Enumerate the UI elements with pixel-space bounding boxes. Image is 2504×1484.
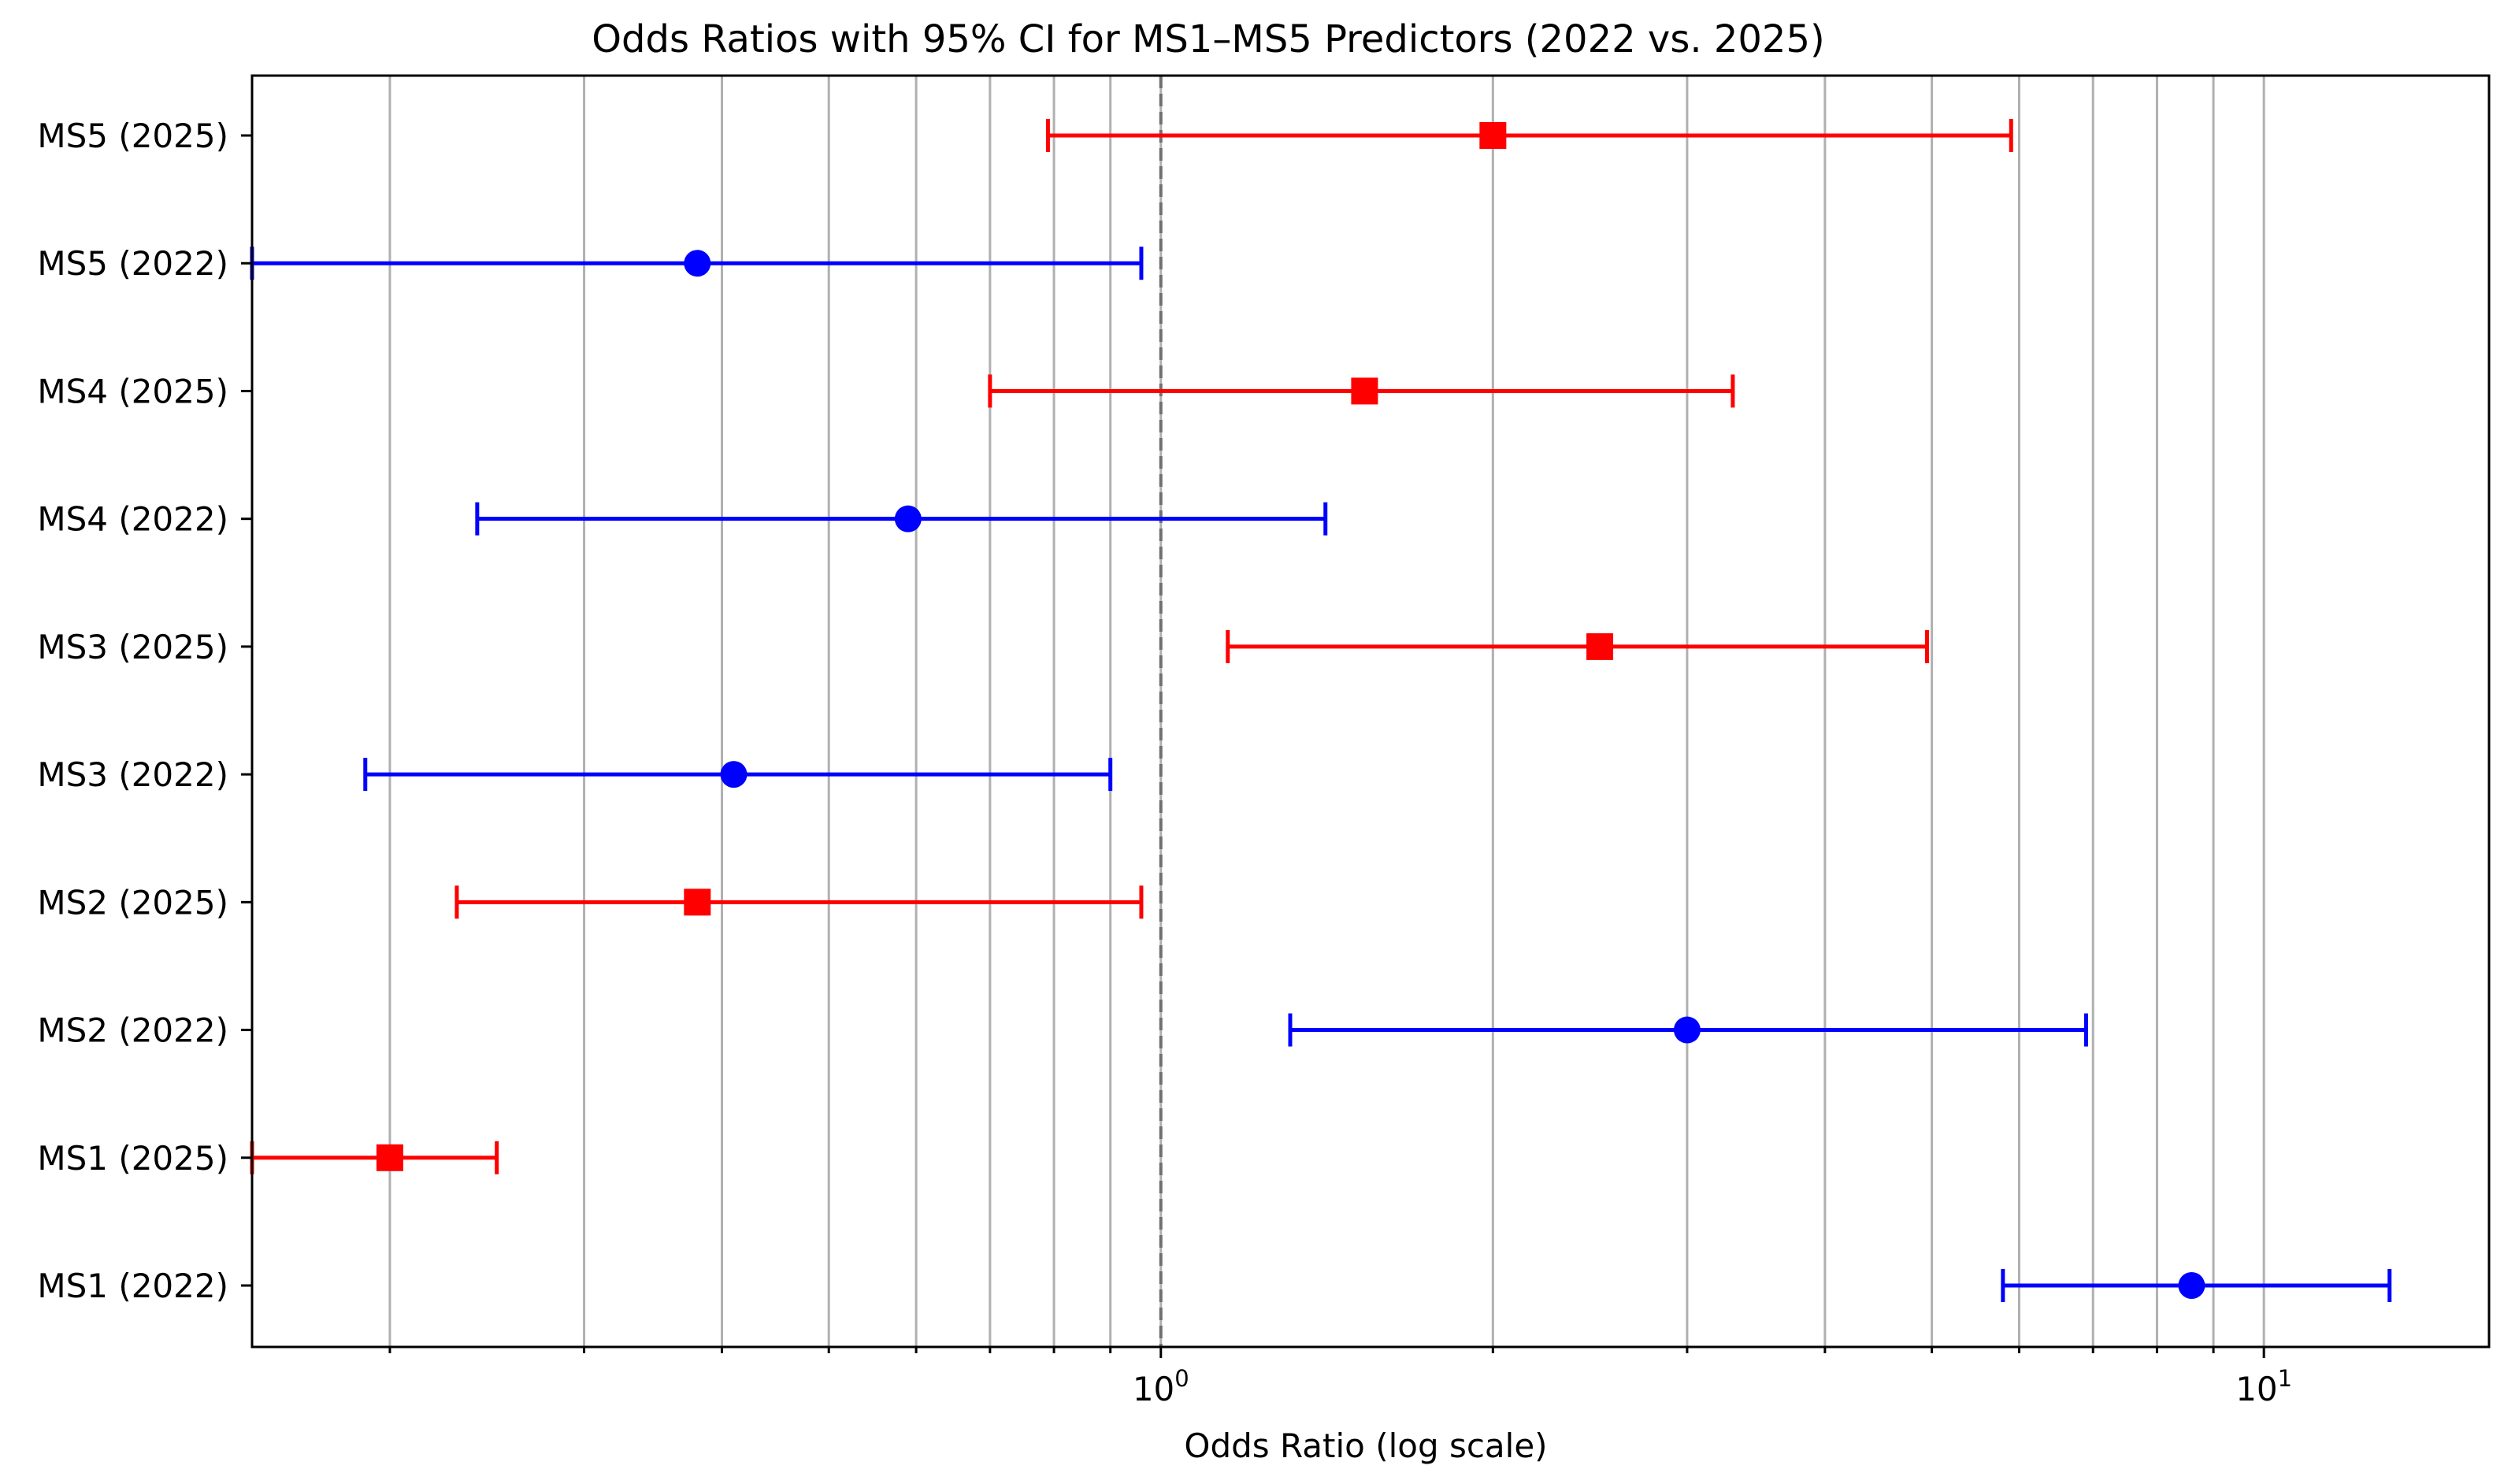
y-axis: MS1 (2022) MS1 (2025) MS2 (2022) MS2 (2025)… (37, 117, 252, 1305)
y-tick-label: MS4 (2025) (37, 372, 228, 410)
chart-title: Odds Ratios with 95% CI for MS1–MS5 Pred… (592, 17, 1824, 61)
point-marker-square (684, 889, 711, 916)
y-tick-label: MS2 (2025) (37, 883, 228, 922)
y-tick-label: MS5 (2022) (37, 244, 228, 283)
grid-lines (388, 76, 2265, 1347)
ci-row-ms4-2022- (475, 502, 1328, 536)
point-marker-circle (2178, 1272, 2205, 1299)
y-tick-label: MS4 (2022) (37, 500, 228, 539)
y-tick-label: MS1 (2025) (37, 1139, 228, 1178)
y-tick-label: MS3 (2025) (37, 628, 228, 666)
x-tick-label: 100 (1133, 1365, 1189, 1408)
data-marks (250, 119, 2392, 1302)
ci-row-ms2-2025- (454, 885, 1144, 919)
ci-row-ms4-2025- (988, 374, 1735, 408)
point-marker-circle (894, 505, 922, 532)
x-axis-label: Odds Ratio (log scale) (1184, 1426, 1547, 1465)
ci-row-ms1-2025- (250, 1141, 499, 1174)
point-marker-square (1586, 633, 1614, 660)
ci-row-ms2-2022- (1288, 1013, 2088, 1047)
x-axis: 100 101 (388, 1347, 2292, 1408)
ci-row-ms5-2022- (250, 247, 1144, 280)
point-marker-circle (684, 250, 711, 277)
point-marker-square (1351, 377, 1378, 405)
point-marker-circle (1673, 1016, 1701, 1044)
y-tick-label: MS3 (2022) (37, 755, 228, 794)
y-tick-label: MS5 (2025) (37, 117, 228, 155)
ci-row-ms3-2022- (363, 758, 1113, 792)
point-marker-circle (720, 761, 747, 788)
plot-area-frame (250, 74, 2491, 1349)
x-tick-label: 101 (2235, 1365, 2292, 1408)
point-marker-square (1479, 122, 1507, 149)
y-tick-label: MS1 (2022) (37, 1267, 228, 1305)
point-marker-square (376, 1144, 403, 1171)
ci-row-ms3-2025- (1226, 629, 1929, 663)
ci-row-ms1-2022- (2001, 1269, 2392, 1302)
ci-row-ms5-2025- (1045, 119, 2013, 152)
y-tick-label: MS2 (2022) (37, 1011, 228, 1050)
